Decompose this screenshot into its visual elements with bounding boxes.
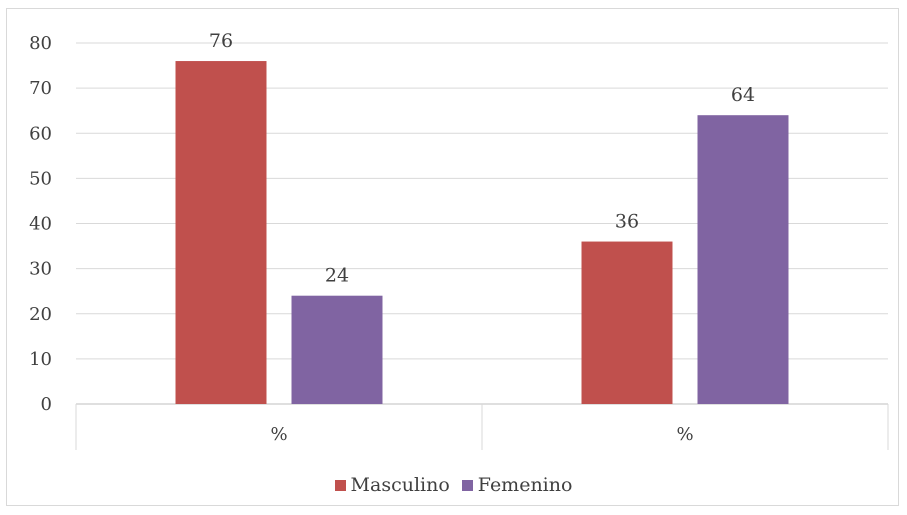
legend-item-femenino: Femenino bbox=[461, 474, 573, 496]
bar-femenino-1 bbox=[697, 115, 789, 404]
x-axis: %% bbox=[75, 404, 889, 450]
data-label-masculino-1: 36 bbox=[615, 211, 639, 233]
legend-label-femenino: Femenino bbox=[477, 474, 573, 496]
data-label-masculino-0: 76 bbox=[209, 30, 233, 52]
legend-label-masculino: Masculino bbox=[350, 474, 450, 496]
y-tick-label-30: 30 bbox=[29, 259, 52, 280]
y-tick-label-70: 70 bbox=[29, 78, 52, 99]
bar-masculino-1 bbox=[581, 241, 673, 404]
y-tick-label-80: 80 bbox=[29, 33, 52, 54]
bar-masculino-0 bbox=[175, 61, 267, 405]
data-label-femenino-1: 64 bbox=[731, 84, 755, 106]
legend: Masculino Femenino bbox=[0, 474, 907, 496]
y-tick-label-20: 20 bbox=[29, 304, 52, 325]
bars bbox=[175, 61, 789, 405]
data-labels: 76 36 24 64 bbox=[209, 30, 755, 287]
data-label-femenino-0: 24 bbox=[325, 265, 349, 287]
legend-item-masculino: Masculino bbox=[334, 474, 450, 496]
y-tick-label-0: 0 bbox=[41, 394, 52, 415]
y-tick-label-50: 50 bbox=[29, 168, 52, 189]
legend-swatch-femenino bbox=[461, 479, 473, 491]
y-tick-label-10: 10 bbox=[29, 349, 52, 370]
bar-femenino-0 bbox=[291, 295, 383, 404]
y-axis-tick-labels: 0 10 20 30 40 50 60 70 80 bbox=[29, 33, 52, 415]
y-tick-label-60: 60 bbox=[29, 123, 52, 144]
legend-swatch-masculino bbox=[334, 479, 346, 491]
y-tick-label-40: 40 bbox=[29, 214, 52, 235]
x-tick-label-1: % bbox=[676, 424, 693, 445]
x-tick-label-0: % bbox=[270, 424, 287, 445]
